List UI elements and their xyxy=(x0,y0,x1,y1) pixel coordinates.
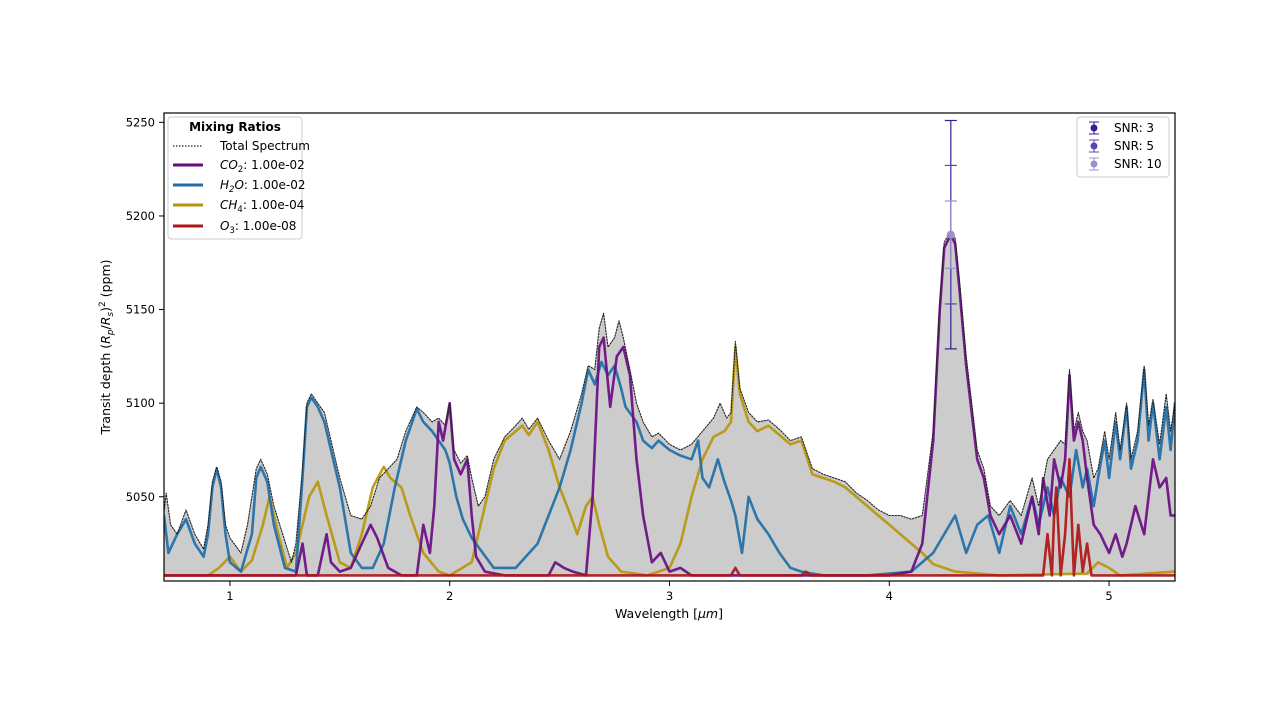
snr-legend: SNR: 3 SNR: 5 SNR: 10 xyxy=(1076,116,1170,178)
x-tick-label: 4 xyxy=(886,589,893,603)
snr-legend-marker-3 xyxy=(1089,121,1099,135)
y-tick-label: 5200 xyxy=(126,209,155,223)
snr-errorbars xyxy=(944,119,957,350)
legend-title: Mixing Ratios xyxy=(189,120,281,134)
series-line-total xyxy=(164,230,1175,563)
snr-legend-marker-10 xyxy=(1089,157,1099,171)
legend-label-o3: O3: 1.00e-08 xyxy=(220,219,296,236)
y-tick-label: 5250 xyxy=(126,115,155,129)
x-axis-label: Wavelength [μm] xyxy=(615,606,723,621)
snr-legend-label-10: SNR: 10 xyxy=(1114,157,1162,171)
legend-label-total: Total Spectrum xyxy=(219,139,310,153)
y-axis-ticks: 5050 5100 5150 5200 5250 xyxy=(126,115,164,504)
errorbar-point xyxy=(946,230,955,239)
total-spectrum-fill xyxy=(164,230,1175,576)
x-tick-label: 5 xyxy=(1105,589,1112,603)
legend-label-co2: CO2: 1.00e-02 xyxy=(220,158,305,175)
y-tick-label: 5150 xyxy=(126,303,155,317)
snr-legend-marker-5 xyxy=(1089,139,1099,153)
series-line-o3 xyxy=(164,458,1175,577)
legend-label-ch4: CH4: 1.00e-04 xyxy=(220,198,304,215)
series-line-co2 xyxy=(164,233,1175,577)
mixing-ratios-legend: Mixing Ratios Total Spectrum CO2: 1.00e-… xyxy=(167,116,310,240)
legend-label-h2o: H2O: 1.00e-02 xyxy=(220,178,305,195)
snr-legend-label-5: SNR: 5 xyxy=(1114,139,1154,153)
y-tick-label: 5100 xyxy=(126,396,155,410)
legend-box xyxy=(167,116,303,240)
total-spectrum-area xyxy=(164,230,1175,576)
series-lines xyxy=(164,230,1175,577)
snr-legend-label-3: SNR: 3 xyxy=(1114,121,1154,135)
x-tick-label: 3 xyxy=(666,589,673,603)
snr-legend-box xyxy=(1076,116,1170,178)
x-tick-label: 1 xyxy=(226,589,233,603)
y-tick-label: 5050 xyxy=(126,490,155,504)
x-axis-ticks: 1 2 3 4 5 xyxy=(226,581,1113,603)
y-axis-label: Transit depth (Rp/Rs)2 (ppm) xyxy=(98,259,116,435)
x-tick-label: 2 xyxy=(446,589,453,603)
